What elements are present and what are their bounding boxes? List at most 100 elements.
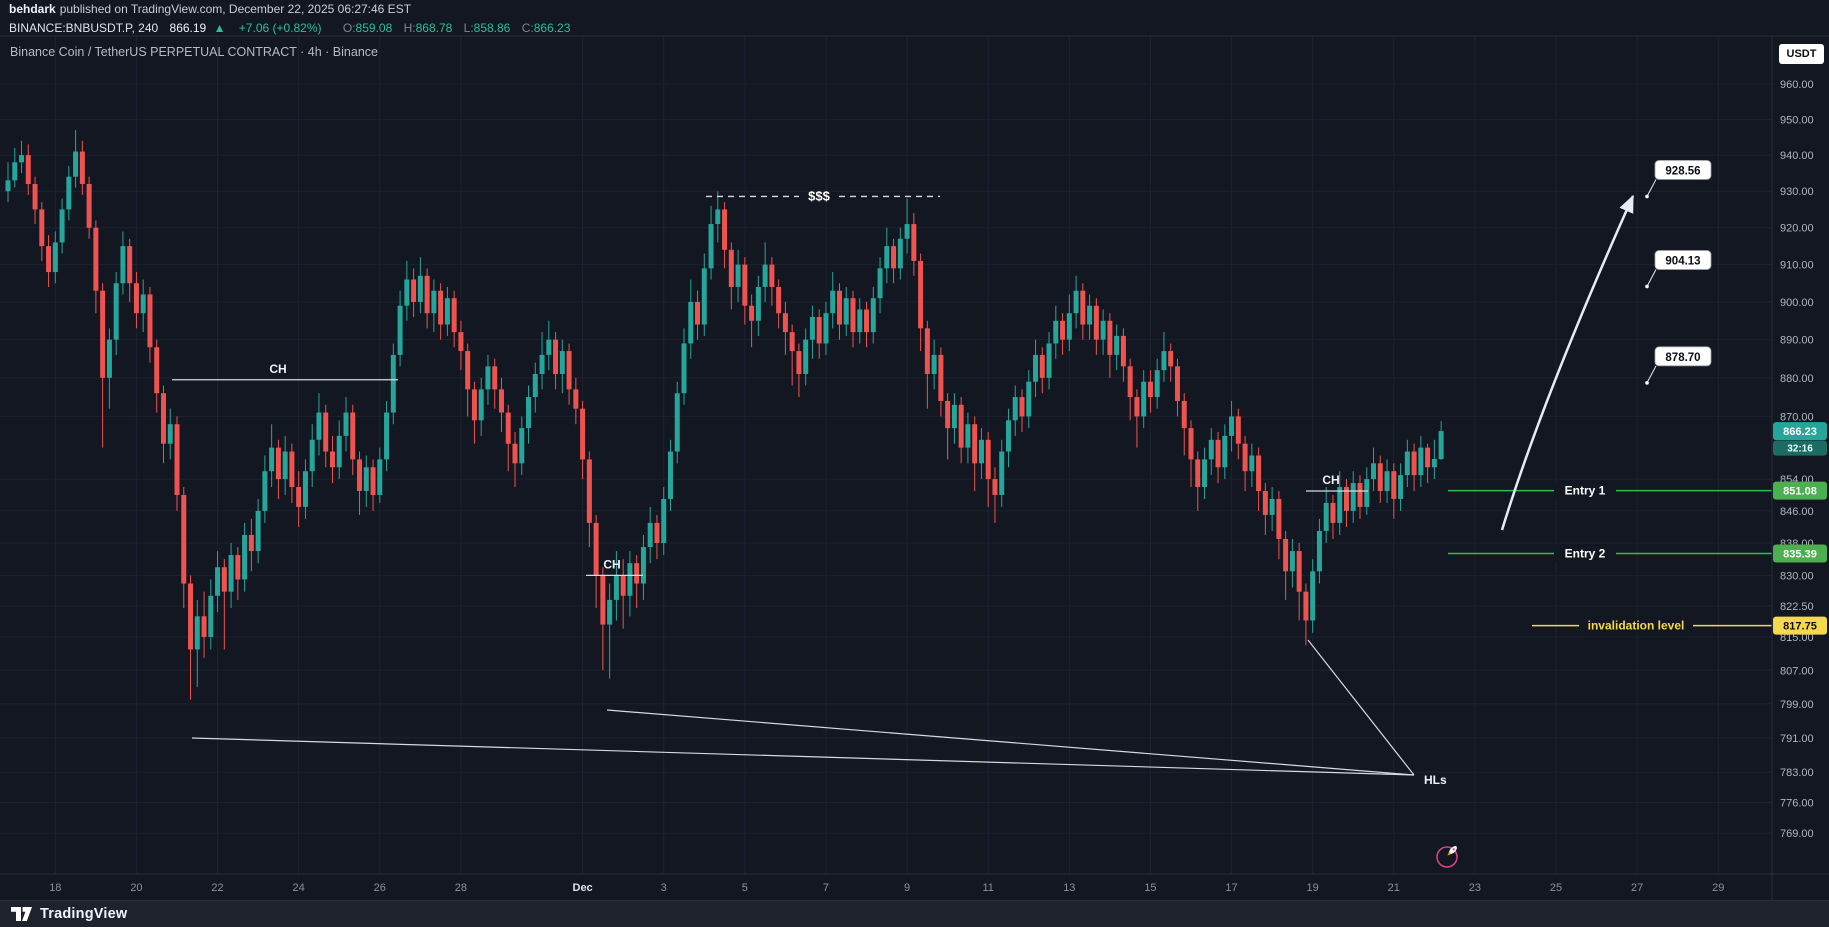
candle-body	[1208, 439, 1214, 460]
candle	[809, 305, 815, 359]
candle	[248, 518, 254, 572]
candle	[431, 279, 437, 333]
target-anchor-line[interactable]	[1646, 269, 1657, 287]
candle-body	[12, 162, 18, 181]
candle	[336, 420, 342, 480]
candle	[1174, 358, 1180, 417]
candle	[661, 487, 667, 556]
candle-body	[127, 246, 133, 284]
candle	[275, 439, 281, 499]
tradingview-logo-text[interactable]: TradingView	[40, 906, 128, 922]
target-price-box[interactable]	[1654, 346, 1712, 367]
candle	[52, 231, 58, 284]
candle	[640, 534, 646, 600]
candle-body	[769, 264, 775, 287]
candle	[1425, 443, 1431, 484]
target-price-box[interactable]	[1654, 160, 1712, 180]
candle	[843, 286, 849, 336]
target-callout[interactable]: 904.13	[1645, 250, 1712, 289]
price-axis-label: 910.00	[1780, 260, 1814, 272]
candle	[1141, 370, 1147, 429]
candle	[1350, 471, 1356, 523]
target-callout[interactable]: 928.56	[1645, 160, 1712, 199]
candle-body	[1431, 459, 1437, 468]
candle-body	[1222, 435, 1228, 468]
ch-label[interactable]: CH	[269, 362, 286, 376]
candle-body	[66, 176, 72, 210]
candle	[546, 320, 552, 371]
target-callout[interactable]: 878.70	[1645, 346, 1712, 385]
candle	[688, 279, 694, 359]
candle	[1262, 483, 1268, 535]
candle	[1337, 471, 1343, 535]
candle-body	[701, 268, 707, 325]
currency-toggle-button[interactable]: USDT	[1779, 44, 1824, 64]
candle-body	[600, 575, 606, 625]
candle-body	[296, 487, 302, 507]
candle	[1202, 447, 1208, 499]
candle	[796, 343, 802, 398]
invalidation-label[interactable]: invalidation level	[1588, 619, 1685, 633]
candle-body	[972, 424, 978, 464]
candle	[357, 451, 363, 515]
target-anchor-line[interactable]	[1646, 365, 1657, 384]
ch-label[interactable]: CH	[1322, 473, 1339, 487]
candle-body	[708, 224, 714, 269]
entry-line[interactable]: Entry 1	[1448, 482, 1772, 499]
boost-ring[interactable]	[1436, 846, 1458, 868]
candle	[1330, 494, 1336, 539]
ch-label[interactable]: CH	[603, 557, 620, 571]
high-label: H:	[403, 21, 416, 35]
candle	[397, 290, 403, 367]
target-price-value[interactable]: 928.56	[1665, 165, 1700, 177]
target-anchor-line[interactable]	[1646, 179, 1657, 197]
candle-body	[1134, 397, 1140, 417]
target-anchor-dot	[1645, 194, 1649, 199]
candle	[188, 575, 194, 700]
entry-label[interactable]: Entry 2	[1565, 547, 1606, 561]
candle-body	[816, 316, 822, 344]
candle	[113, 272, 119, 355]
entry-line[interactable]: Entry 2	[1448, 545, 1772, 562]
higher-lows-marker[interactable]: HLs	[191, 639, 1447, 787]
invalidation-line[interactable]: invalidation level	[1532, 617, 1772, 634]
candle	[1235, 408, 1241, 460]
symbol-info-bar: BINANCE:BNBUSDT.P, 240 866.19 ▲ +7.06 (+…	[0, 19, 1829, 37]
candle-body	[647, 522, 653, 548]
higher-low-ray[interactable]	[1307, 639, 1415, 776]
target-price-value[interactable]: 904.13	[1665, 255, 1700, 267]
time-axis-label: Dec	[573, 882, 593, 894]
ch-marker[interactable]: CH	[172, 362, 398, 381]
candle-body	[965, 424, 971, 448]
candle-body	[458, 332, 464, 352]
candle	[904, 198, 910, 254]
candle	[728, 242, 734, 310]
arrow-shaft[interactable]	[1500, 194, 1635, 531]
candle	[749, 294, 755, 348]
publish-info-text: published on TradingView.com, December 2…	[59, 2, 412, 16]
target-price-value[interactable]: 878.70	[1665, 352, 1700, 364]
invalidation-label-bg	[1579, 617, 1693, 634]
candle-body	[1174, 366, 1180, 401]
candle-body	[59, 209, 65, 243]
ch-marker[interactable]: CH	[1306, 473, 1368, 492]
candle-body	[620, 575, 626, 596]
price-axis-label: 870.00	[1780, 411, 1814, 423]
projection-arrow[interactable]	[1500, 194, 1635, 531]
liquidity-label[interactable]: $$$	[808, 188, 830, 203]
boost-rocket-badge[interactable]	[1436, 845, 1458, 868]
entry-label[interactable]: Entry 1	[1565, 484, 1606, 498]
candle	[836, 283, 842, 340]
higher-low-ray[interactable]	[606, 709, 1415, 776]
candle	[519, 416, 525, 476]
tradingview-logo-icon[interactable]	[10, 905, 33, 923]
target-price-box[interactable]	[1654, 250, 1712, 270]
hls-label[interactable]: HLs	[1424, 773, 1447, 787]
liquidity-line[interactable]: $$$	[706, 188, 940, 203]
candle-body	[1053, 320, 1059, 344]
candle	[269, 424, 275, 488]
price-axis-label: 799.00	[1780, 699, 1814, 711]
higher-low-ray[interactable]	[191, 737, 1415, 776]
candle-body	[1127, 366, 1133, 398]
ch-marker[interactable]: CH	[586, 557, 643, 577]
